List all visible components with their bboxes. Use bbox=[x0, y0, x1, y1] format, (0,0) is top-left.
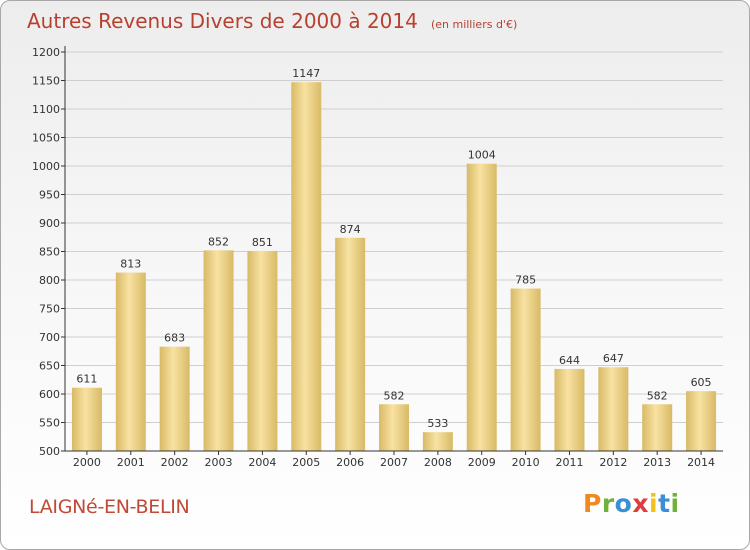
data-label-2014: 605 bbox=[691, 376, 712, 389]
data-label-2003: 852 bbox=[208, 235, 229, 248]
bar-2010 bbox=[510, 288, 541, 451]
y-tick-label: 550 bbox=[39, 417, 60, 430]
data-label-2012: 647 bbox=[603, 352, 624, 365]
bar-2009 bbox=[466, 163, 497, 451]
bar-2006 bbox=[335, 237, 366, 451]
logo-letter: P bbox=[583, 489, 602, 518]
commune-name: LAIGNé-EN-BELIN bbox=[29, 496, 190, 518]
x-tick-label: 2006 bbox=[336, 456, 364, 469]
y-tick-label: 1000 bbox=[32, 160, 60, 173]
bar-2013 bbox=[642, 404, 673, 451]
data-label-2001: 813 bbox=[120, 258, 141, 271]
data-label-2013: 582 bbox=[647, 389, 668, 402]
bar-2004 bbox=[247, 250, 278, 451]
chart-subtitle: (en milliers d'€) bbox=[430, 18, 518, 31]
y-tick-label: 600 bbox=[39, 388, 60, 401]
data-label-2011: 644 bbox=[559, 354, 580, 367]
x-tick-label: 2003 bbox=[205, 456, 233, 469]
logo-letter: t bbox=[658, 489, 671, 518]
bar-2011 bbox=[554, 368, 585, 451]
axes: 500 550 600 650 700 750 800 850 900 950 1000 1050 11… bbox=[32, 46, 723, 469]
bar-2000 bbox=[71, 387, 102, 451]
y-tick-label: 1050 bbox=[32, 132, 60, 145]
x-tick-label: 2007 bbox=[380, 456, 408, 469]
bar-2001 bbox=[115, 272, 146, 451]
chart-title: Autres Revenus Divers de 2000 à 2014 bbox=[27, 9, 418, 33]
bar-2007 bbox=[379, 404, 409, 451]
data-label-2007: 582 bbox=[384, 389, 405, 402]
x-tick-label: 2013 bbox=[643, 456, 671, 469]
x-tick-label: 2014 bbox=[687, 456, 715, 469]
logo-letter: r bbox=[601, 489, 615, 518]
x-tick-label: 2005 bbox=[292, 456, 320, 469]
y-tick-label: 750 bbox=[39, 303, 60, 316]
bar-2003 bbox=[203, 250, 234, 451]
x-tick-label: 2008 bbox=[424, 456, 452, 469]
x-tick-label: 2009 bbox=[468, 456, 496, 469]
y-tick-label: 500 bbox=[39, 445, 60, 458]
y-tick-label: 1100 bbox=[32, 103, 60, 116]
y-tick-label: 650 bbox=[39, 360, 60, 373]
logo-letter: x bbox=[632, 489, 649, 518]
x-tick-label: 2012 bbox=[599, 456, 627, 469]
y-tick-label: 900 bbox=[39, 217, 60, 230]
bar-2005 bbox=[291, 82, 322, 452]
logo-letter: i bbox=[649, 489, 659, 518]
y-tick-label: 950 bbox=[39, 189, 60, 202]
y-tick-label: 850 bbox=[39, 246, 60, 259]
data-label-2009: 1004 bbox=[468, 149, 496, 162]
data-label-2002: 683 bbox=[164, 332, 185, 345]
bars bbox=[71, 82, 717, 452]
data-label-2004: 851 bbox=[252, 236, 273, 249]
y-tick-label: 800 bbox=[39, 274, 60, 287]
x-tick-label: 2000 bbox=[73, 456, 101, 469]
x-tick-label: 2001 bbox=[117, 456, 145, 469]
data-label-2010: 785 bbox=[515, 274, 536, 287]
data-labels: 611 813 683 852 851 1147 874 582 533 1004 785 644 64… bbox=[76, 67, 711, 430]
bar-2014 bbox=[686, 391, 717, 451]
bar-2002 bbox=[159, 346, 190, 451]
y-tick-label: 1150 bbox=[32, 75, 60, 88]
data-label-2006: 874 bbox=[340, 223, 361, 236]
logo-letter: i bbox=[670, 489, 680, 518]
data-label-2000: 611 bbox=[76, 373, 97, 386]
x-tick-label: 2002 bbox=[161, 456, 189, 469]
data-label-2008: 533 bbox=[427, 417, 448, 430]
bar-2012 bbox=[598, 367, 629, 451]
x-tick-label: 2010 bbox=[512, 456, 540, 469]
y-tick-label: 700 bbox=[39, 331, 60, 344]
logo-letter: o bbox=[614, 489, 633, 518]
x-tick-label: 2004 bbox=[248, 456, 276, 469]
data-label-2005: 1147 bbox=[292, 67, 320, 80]
bar-2008 bbox=[422, 432, 453, 451]
x-tick-label: 2011 bbox=[555, 456, 583, 469]
proxiti-logo: Proxiti bbox=[583, 489, 680, 518]
chart-title-group: Autres Revenus Divers de 2000 à 2014 (en… bbox=[27, 9, 517, 33]
y-tick-label: 1200 bbox=[32, 46, 60, 59]
